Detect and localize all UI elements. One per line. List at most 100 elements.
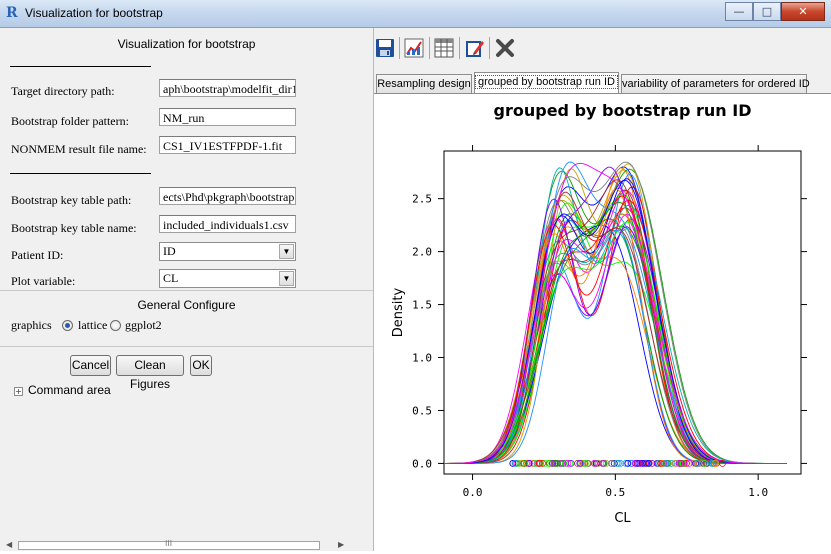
rug-point bbox=[523, 459, 531, 467]
ggplot2-radio[interactable] bbox=[110, 320, 121, 331]
density-line bbox=[444, 213, 787, 464]
ok-button[interactable]: OK bbox=[190, 355, 212, 376]
delete-icon[interactable] bbox=[495, 38, 515, 58]
density-line bbox=[444, 218, 787, 464]
horizontal-scrollbar[interactable]: ◀ III ▶ bbox=[0, 539, 373, 551]
patient-id-select[interactable]: ID ▼ bbox=[159, 242, 296, 261]
nonmem-file-label: NONMEM result file name: bbox=[11, 142, 147, 156]
plot-frame bbox=[443, 150, 802, 475]
scrollbar-thumb[interactable]: III bbox=[18, 539, 320, 550]
command-area-label[interactable]: Command area bbox=[28, 383, 111, 397]
tab-variability-ordered-id[interactable]: variability of parameters for ordered ID bbox=[621, 74, 810, 93]
density-series-group bbox=[444, 161, 787, 467]
minimize-button[interactable]: — bbox=[725, 2, 753, 21]
rug-point bbox=[583, 459, 591, 467]
plot-panel: Resampling design grouped by bootstrap r… bbox=[374, 28, 831, 552]
rug-point bbox=[690, 459, 698, 467]
density-line bbox=[444, 229, 787, 464]
maximize-button[interactable]: □ bbox=[753, 2, 781, 21]
y-tick-label: 2.0 bbox=[412, 246, 432, 259]
separator bbox=[10, 173, 151, 174]
save-icon[interactable] bbox=[375, 38, 395, 58]
rug-point bbox=[719, 459, 726, 467]
ggplot2-option-label: ggplot2 bbox=[125, 318, 162, 332]
key-table-name-input[interactable]: included_individuals1.csv bbox=[159, 215, 296, 233]
cancel-button[interactable]: Cancel bbox=[70, 355, 111, 376]
edit-icon[interactable] bbox=[465, 38, 485, 58]
x-axis-label: CL bbox=[614, 511, 631, 526]
window-controls: — □ ✕ bbox=[725, 2, 825, 21]
chevron-down-icon[interactable]: ▼ bbox=[279, 244, 294, 259]
density-line bbox=[444, 187, 787, 464]
plot-variable-label: Plot variable: bbox=[11, 274, 76, 288]
plot-variable-select[interactable]: CL ▼ bbox=[159, 269, 296, 288]
rug-point bbox=[520, 459, 528, 467]
rug-point bbox=[701, 459, 708, 467]
target-dir-input[interactable]: aph\bootstrap\modelfit_dir1 bbox=[159, 79, 296, 97]
rug-point bbox=[607, 459, 615, 467]
window-title: Visualization for bootstrap bbox=[25, 6, 163, 20]
density-line bbox=[444, 166, 787, 464]
folder-pattern-input[interactable]: NM_run bbox=[159, 108, 296, 126]
toolbar-separator bbox=[489, 37, 490, 59]
rug-point bbox=[574, 459, 582, 467]
nonmem-file-input[interactable]: CS1_IV1ESTFPDF-1.fit bbox=[159, 136, 296, 154]
separator bbox=[10, 66, 151, 67]
plot-variable-value: CL bbox=[163, 271, 179, 285]
rug-point bbox=[549, 459, 557, 467]
density-line bbox=[444, 225, 787, 464]
lattice-radio[interactable] bbox=[62, 320, 73, 331]
rug-point bbox=[636, 459, 644, 467]
density-line bbox=[444, 199, 787, 464]
table-icon[interactable] bbox=[434, 38, 454, 58]
chevron-down-icon[interactable]: ▼ bbox=[279, 271, 294, 286]
key-table-path-input[interactable]: ects\Phd\pkgraph\bootstrap bbox=[159, 187, 296, 205]
plot-area: grouped by bootstrap run ID 0.0 0.5 1.0 0.0 0… bbox=[374, 93, 831, 552]
graphics-label: graphics bbox=[11, 318, 52, 332]
divider bbox=[0, 290, 373, 291]
expand-icon[interactable]: + bbox=[14, 387, 23, 396]
clean-figures-button[interactable]: Clean Figures bbox=[116, 355, 184, 391]
rug-point bbox=[657, 459, 665, 467]
rug-point bbox=[642, 459, 650, 467]
density-line bbox=[444, 167, 787, 464]
patient-id-value: ID bbox=[163, 244, 176, 258]
y-tick-label: 1.0 bbox=[412, 352, 432, 365]
rug-point bbox=[662, 459, 670, 467]
tab-grouped-by-run-id[interactable]: grouped by bootstrap run ID bbox=[474, 72, 619, 93]
rug-point bbox=[712, 459, 720, 467]
x-tick-label: 0.5 bbox=[605, 486, 625, 499]
rug-point bbox=[559, 459, 567, 467]
scroll-left-icon[interactable]: ◀ bbox=[6, 540, 13, 549]
key-table-name-label: Bootstrap key table name: bbox=[11, 221, 137, 235]
rug-point bbox=[564, 459, 572, 467]
x-tick-label: 0.0 bbox=[463, 486, 483, 499]
patient-id-label: Patient ID: bbox=[11, 248, 64, 262]
close-button[interactable]: ✕ bbox=[781, 2, 825, 21]
y-tick-label: 1.5 bbox=[412, 299, 432, 312]
rug-point bbox=[579, 459, 587, 467]
rug-point bbox=[552, 459, 560, 467]
export-icon[interactable] bbox=[404, 38, 424, 58]
y-tick-label: 0.5 bbox=[412, 404, 432, 417]
density-line bbox=[444, 224, 787, 464]
density-line bbox=[444, 161, 787, 464]
y-tick-label: 2.5 bbox=[412, 193, 432, 206]
key-table-path-label: Bootstrap key table path: bbox=[11, 193, 132, 207]
rug-point bbox=[692, 459, 700, 467]
r-app-icon: R bbox=[6, 5, 18, 21]
density-line bbox=[444, 162, 787, 464]
density-line bbox=[444, 161, 787, 464]
target-dir-label: Target directory path: bbox=[11, 84, 115, 98]
chart-title: grouped by bootstrap run ID bbox=[494, 101, 752, 120]
rug-point bbox=[685, 459, 693, 467]
tab-resampling-design[interactable]: Resampling design bbox=[376, 74, 472, 93]
rug-point bbox=[594, 459, 602, 467]
density-chart: grouped by bootstrap run ID 0.0 0.5 1.0 0.0 0… bbox=[391, 101, 807, 526]
divider bbox=[0, 346, 373, 347]
scroll-right-icon[interactable]: ▶ bbox=[338, 540, 345, 549]
density-line bbox=[444, 201, 787, 464]
rug-point bbox=[509, 459, 517, 467]
rug-point bbox=[576, 459, 584, 467]
toolbar bbox=[374, 28, 831, 68]
